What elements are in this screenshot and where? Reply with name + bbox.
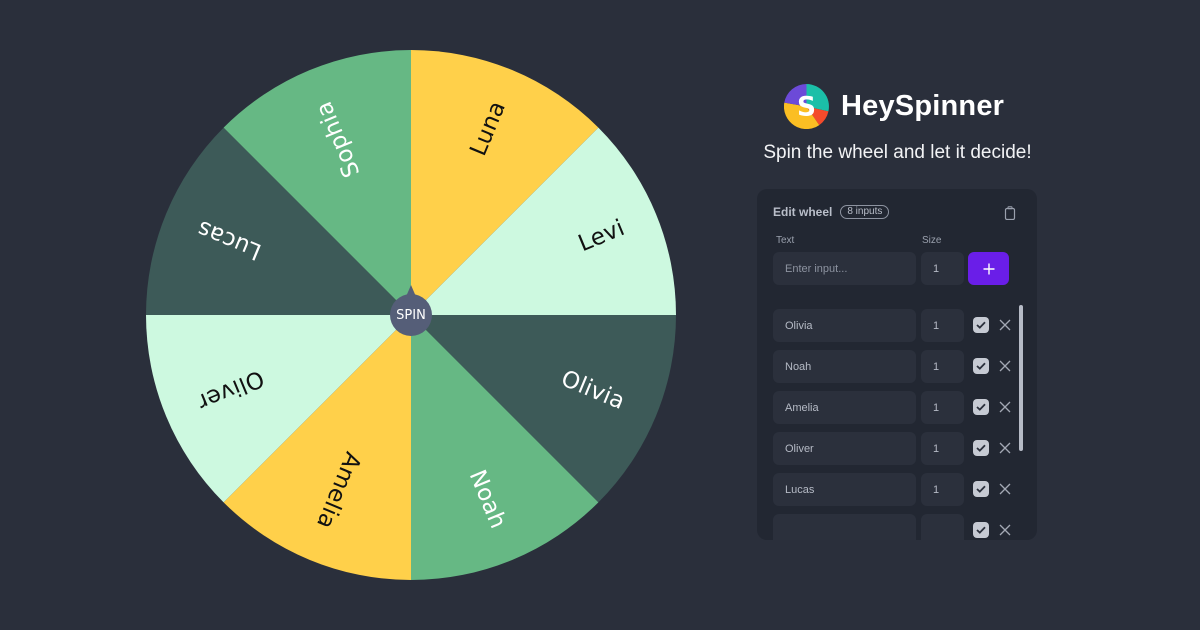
wheel-segment-label: Oliver [193, 364, 268, 416]
entries-list[interactable]: Olivia 1 Noah 1 Amelia 1 [757, 309, 1037, 540]
entry-row: Noah 1 [757, 350, 1037, 383]
wheel-segment-label-arm: Amelia [311, 315, 411, 546]
text-column-label: Text [776, 235, 795, 246]
wheel-segment-label-arm: Olivia [411, 315, 642, 415]
entry-row [757, 514, 1037, 540]
new-entry-text-input[interactable] [773, 252, 916, 285]
entry-text-input[interactable]: Olivia [773, 309, 916, 342]
wheel-segment-label: Noah [463, 466, 512, 533]
remove-entry-x-icon[interactable] [999, 401, 1011, 413]
size-column-label: Size [922, 235, 942, 246]
wheel-segment-label: Amelia [310, 448, 366, 533]
entry-enabled-checkbox[interactable] [973, 440, 989, 456]
entry-size-input[interactable]: 1 [921, 473, 964, 506]
entry-enabled-checkbox[interactable] [973, 358, 989, 374]
wheel-segment-label-arm: Lucas [180, 215, 411, 315]
wheel-segment-label-arm: Noah [411, 315, 511, 546]
spinner-wheel[interactable]: Luna Levi Olivia Noah Amelia Oliver Lucas Sophi… [146, 50, 676, 580]
wheel-segment-label-arm: Luna [411, 84, 511, 315]
wheel-segment [146, 315, 411, 503]
remove-entry-x-icon[interactable] [999, 483, 1011, 495]
checkmark-icon [976, 321, 986, 329]
entries-scrollbar[interactable] [1019, 305, 1023, 451]
entry-text-input[interactable]: Noah [773, 350, 916, 383]
wheel-segment-label: Sophia [310, 97, 366, 181]
new-entry-size-input[interactable] [921, 252, 964, 285]
entry-enabled-checkbox[interactable] [973, 481, 989, 497]
wheel-segment [411, 50, 599, 315]
checkmark-icon [976, 444, 986, 452]
entry-text-input[interactable]: Oliver [773, 432, 916, 465]
checkmark-icon [976, 362, 986, 370]
plus-icon [983, 263, 994, 274]
wheel-segment-label-arm: Oliver [180, 315, 411, 415]
tagline: Spin the wheel and let it decide! [763, 142, 1032, 163]
wheel-segment [223, 315, 411, 580]
checkmark-icon [976, 526, 986, 534]
entry-text-input[interactable]: Lucas [773, 473, 916, 506]
wheel-segment-label-arm: Levi [411, 215, 642, 315]
entry-row: Oliver 1 [757, 432, 1037, 465]
checkmark-icon [976, 485, 986, 493]
entry-text-input[interactable] [773, 514, 916, 540]
entry-size-input[interactable]: 1 [921, 309, 964, 342]
entry-row: Lucas 1 [757, 473, 1037, 506]
entry-enabled-checkbox[interactable] [973, 399, 989, 415]
wheel-segment [223, 50, 411, 315]
brand-header: S HeySpinner [784, 83, 1004, 129]
clear-all-trash-icon[interactable] [1004, 206, 1016, 220]
checkmark-icon [976, 403, 986, 411]
edit-wheel-panel: Edit wheel 8 inputs Text Size Olivia 1 N… [757, 189, 1037, 540]
wheel-segment [411, 315, 599, 580]
wheel-segment-label-arm: Sophia [311, 84, 411, 315]
remove-entry-x-icon[interactable] [999, 319, 1011, 331]
wheel-segment [411, 127, 676, 315]
panel-title: Edit wheel [773, 205, 833, 219]
brand-name: HeySpinner [841, 89, 1005, 122]
entry-text-input[interactable]: Amelia [773, 391, 916, 424]
heyspinner-logo-icon: S [784, 83, 829, 129]
entry-row: Olivia 1 [757, 309, 1037, 342]
add-entry-button[interactable] [968, 252, 1009, 285]
spin-button[interactable]: SPIN [390, 294, 432, 336]
wheel-segment-label: Lucas [193, 214, 266, 265]
wheel-segment [146, 127, 411, 315]
panel-header: Edit wheel 8 inputs [773, 205, 890, 219]
entry-size-input[interactable]: 1 [921, 350, 964, 383]
entry-row: Amelia 1 [757, 391, 1037, 424]
entry-enabled-checkbox[interactable] [973, 522, 989, 538]
remove-entry-x-icon[interactable] [999, 524, 1011, 536]
entry-size-input[interactable] [921, 514, 964, 540]
entry-enabled-checkbox[interactable] [973, 317, 989, 333]
wheel-segment [411, 315, 676, 503]
remove-entry-x-icon[interactable] [999, 442, 1011, 454]
wheel-segment-label: Levi [574, 214, 629, 258]
wheel-segment-label: Luna [465, 97, 512, 160]
remove-entry-x-icon[interactable] [999, 360, 1011, 372]
svg-text:S: S [797, 91, 816, 122]
input-count-badge: 8 inputs [840, 205, 890, 219]
entry-size-input[interactable]: 1 [921, 432, 964, 465]
entry-size-input[interactable]: 1 [921, 391, 964, 424]
wheel-segments [146, 50, 676, 580]
wheel-segment-label: Olivia [557, 365, 629, 416]
